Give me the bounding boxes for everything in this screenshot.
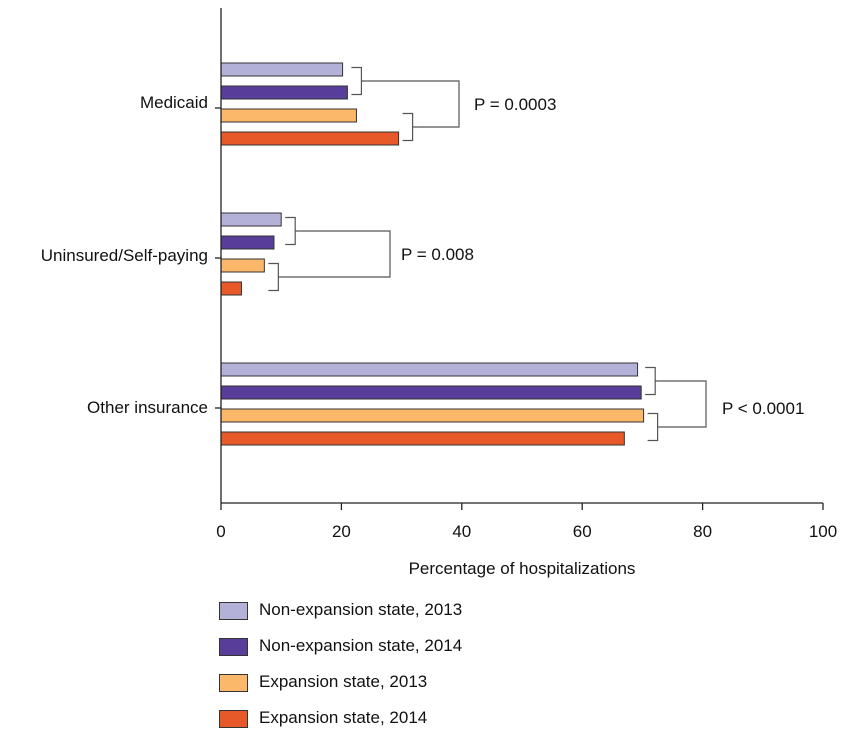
x-tick-label: 20 xyxy=(332,522,351,541)
x-tick-labels: 0 20 40 60 80 100 xyxy=(216,522,837,541)
outer-bracket xyxy=(659,380,707,428)
p-value-labels: P = 0.0003 P = 0.008 P < 0.0001 xyxy=(401,95,804,418)
legend-label: Expansion state, 2013 xyxy=(259,672,428,691)
x-tick-label: 60 xyxy=(573,522,592,541)
legend-swatch xyxy=(219,638,248,656)
pair-bracket xyxy=(268,262,283,292)
x-tick-label: 80 xyxy=(693,522,712,541)
x-tick-label: 100 xyxy=(809,522,837,541)
bar xyxy=(220,235,275,250)
legend-swatch xyxy=(219,602,248,620)
bar xyxy=(220,408,645,423)
bar xyxy=(220,108,357,123)
x-tick-label: 0 xyxy=(216,522,225,541)
pair-bracket xyxy=(647,412,662,442)
bar xyxy=(220,131,400,146)
bar xyxy=(220,62,344,77)
bar xyxy=(220,385,642,400)
pair-bracket xyxy=(351,66,366,96)
significance-brackets xyxy=(268,66,707,442)
legend-swatch xyxy=(219,674,248,692)
p-value-medicaid: P = 0.0003 xyxy=(474,95,556,114)
legend-swatch xyxy=(219,710,248,728)
pair-bracket xyxy=(645,366,660,396)
legend-label: Non-expansion state, 2014 xyxy=(259,636,463,655)
bar xyxy=(220,212,282,227)
bar xyxy=(220,281,242,296)
bar xyxy=(220,362,639,377)
legend-label: Expansion state, 2014 xyxy=(259,708,428,727)
legend-label: Non-expansion state, 2013 xyxy=(259,600,463,619)
axes xyxy=(215,8,824,510)
x-axis-title: Percentage of hospitalizations xyxy=(409,559,636,578)
bar xyxy=(220,85,348,100)
x-tick-label: 40 xyxy=(452,522,471,541)
outer-bracket xyxy=(365,80,460,128)
category-label-other-insurance: Other insurance xyxy=(87,398,208,417)
category-label-uninsured: Uninsured/Self-paying xyxy=(41,246,208,265)
pair-bracket xyxy=(402,112,417,142)
bar xyxy=(220,258,265,273)
pair-bracket xyxy=(285,216,300,246)
category-label-medicaid: Medicaid xyxy=(140,93,208,112)
p-value-other-insurance: P < 0.0001 xyxy=(722,399,804,418)
bar xyxy=(220,431,625,446)
p-value-uninsured: P = 0.008 xyxy=(401,245,474,264)
outer-bracket xyxy=(282,230,391,278)
category-labels: Medicaid Uninsured/Self-paying Other ins… xyxy=(41,93,208,417)
bar-chart: Medicaid Uninsured/Self-paying Other ins… xyxy=(41,8,837,578)
